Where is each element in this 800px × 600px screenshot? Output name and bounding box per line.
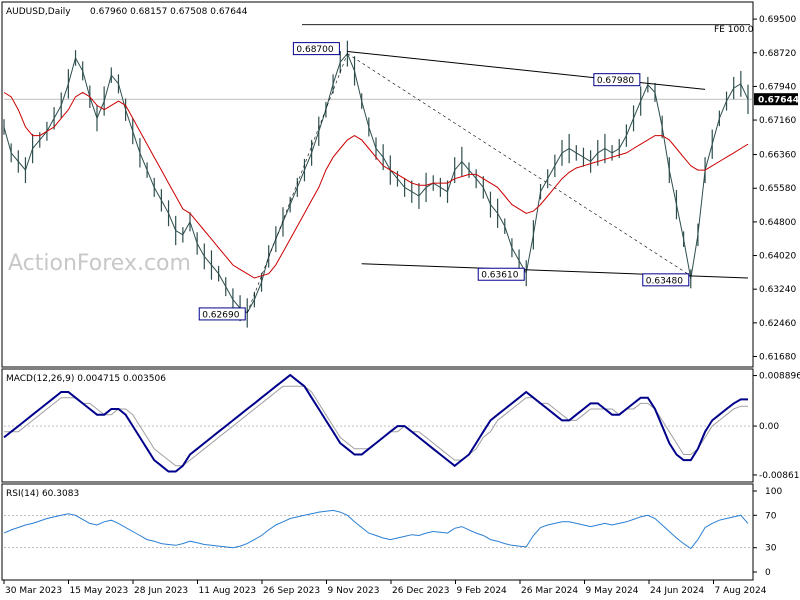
price-annotation-box [198, 307, 246, 321]
y-tick-label: 0.66360 [759, 151, 796, 161]
rsi-y-tick-label: 100 [765, 487, 782, 497]
price-annotation-box [642, 273, 690, 287]
trendline [347, 53, 691, 277]
fe-label: FE 100.0 [714, 25, 754, 35]
x-tick-label: 7 Aug 2024 [715, 586, 767, 596]
trendline [347, 50, 706, 90]
symbol-label: AUDUSD,Daily [6, 7, 71, 17]
y-tick-label: 0.62460 [759, 319, 796, 329]
y-tick-label: 0.68720 [759, 49, 796, 59]
y-tick-label: 0.63240 [759, 285, 796, 295]
macd-y-tick-label: -0.008612 [759, 471, 800, 481]
rsi-layer [3, 509, 753, 550]
x-tick-label: 30 Mar 2023 [5, 586, 62, 596]
current-price-label: 0.67644 [758, 96, 799, 106]
price-annotation-box [477, 267, 525, 281]
y-tick-label: 0.61680 [759, 353, 796, 363]
main-layer: 0.68700 0.67980 0.63610 0.63480 0.62690 [3, 24, 753, 328]
x-tick-label: 26 Dec 2023 [392, 586, 450, 596]
y-tick-label: 0.67160 [759, 116, 796, 126]
price-annotation-box [593, 73, 641, 87]
trendline [246, 53, 348, 314]
price-annotation-label: 0.67980 [597, 76, 634, 86]
rsi-y-tick-label: 30 [765, 544, 777, 554]
price-annotation-label: 0.68700 [296, 45, 333, 55]
macd-label: MACD(12,26,9) 0.004715 0.003506 [6, 374, 166, 384]
x-tick-label: 9 Nov 2023 [328, 586, 380, 596]
macd-y-tick-label: 0.00 [759, 422, 779, 432]
price-annotation-label: 0.62690 [202, 310, 239, 320]
x-tick-label: 9 Feb 2024 [457, 586, 508, 596]
current-price-badge [754, 93, 798, 106]
y-tick-label: 0.69500 [759, 15, 796, 25]
macd-line [3, 373, 748, 473]
y-tick-label: 0.65580 [759, 184, 796, 194]
y-tick-label: 0.64800 [759, 218, 796, 228]
price-line [3, 52, 749, 314]
y-tick-label: 0.64020 [759, 252, 796, 262]
macd-y-tick-label: 0.008896 [759, 372, 800, 382]
moving-average-line [3, 91, 749, 279]
rsi-line [3, 509, 749, 550]
price-annotation-label: 0.63610 [481, 271, 518, 281]
rsi-y-tick-label: 70 [765, 511, 777, 521]
x-tick-label: 15 May 2023 [70, 586, 129, 596]
price-annotation-label: 0.63480 [646, 276, 683, 286]
x-tick-label: 24 Jun 2024 [650, 586, 704, 596]
y-tick-label: 0.67940 [759, 82, 796, 92]
rsi-label: RSI(14) 60.3083 [6, 489, 79, 499]
axis-layer: 0.69500 0.68720 0.67940 0.67160 0.66360 0.655… [3, 15, 800, 596]
x-tick-label: 11 Aug 2023 [199, 586, 257, 596]
x-tick-label: 26 Mar 2024 [521, 586, 578, 596]
price-annotation-box [292, 42, 340, 56]
x-tick-label: 26 Sep 2023 [263, 586, 320, 596]
macd-layer [3, 373, 753, 473]
rsi-panel [1, 483, 754, 581]
ohlc-label: 0.67960 0.68157 0.67508 0.67644 [90, 7, 248, 17]
x-tick-label: 9 May 2024 [586, 586, 639, 596]
watermark: ActionForex.com [8, 251, 191, 276]
rsi-y-tick-label: 0 [765, 568, 771, 578]
macd-panel [1, 368, 754, 483]
x-tick-label: 28 Jun 2023 [134, 586, 188, 596]
main-panel [1, 1, 754, 368]
